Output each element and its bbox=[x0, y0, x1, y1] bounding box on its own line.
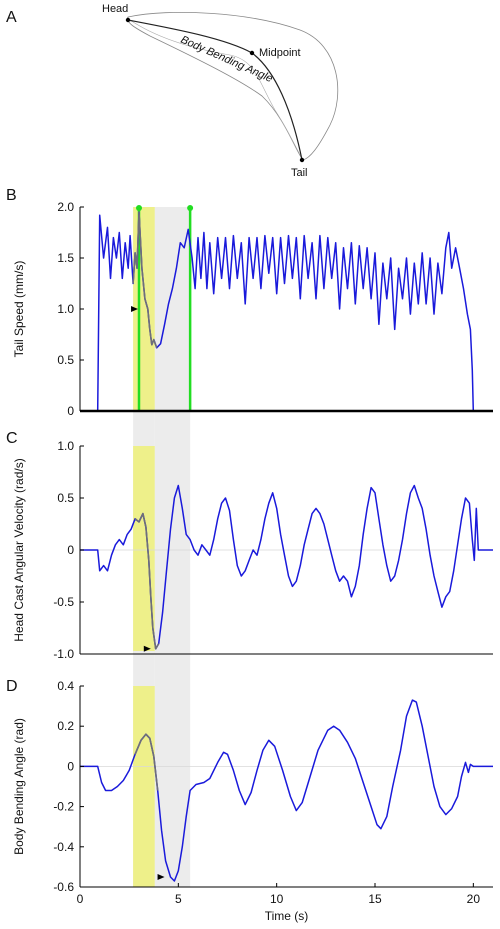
arrowhead-c-1 bbox=[143, 645, 151, 652]
midpoint-label: Midpoint bbox=[259, 47, 301, 59]
y-tick-label-d: -0.6 bbox=[53, 880, 74, 894]
gray-band-b bbox=[154, 207, 191, 411]
larva-schematic: Head Midpoint Tail Body Bending Angle bbox=[102, 3, 339, 179]
gray-band-c bbox=[154, 411, 191, 654]
larva-midline bbox=[127, 19, 303, 161]
arrowhead-d-1 bbox=[157, 873, 165, 880]
tail-label: Tail bbox=[291, 167, 308, 179]
x-tick-label-d: 5 bbox=[175, 892, 182, 906]
y-tick-label-c: 1.0 bbox=[57, 439, 74, 453]
green-marker-dot-1 bbox=[136, 205, 142, 211]
larva-outline bbox=[127, 11, 339, 161]
y-axis-label-d: Body Bending Angle (rad) bbox=[12, 718, 26, 855]
y-tick-label-c: -1.0 bbox=[53, 647, 74, 661]
panel-letter-b: B bbox=[6, 187, 17, 204]
tail-point bbox=[299, 157, 305, 163]
yellow-band-d bbox=[133, 686, 155, 887]
series-highlight-b bbox=[132, 211, 158, 349]
green-marker-dot-2 bbox=[187, 205, 194, 211]
x-axis-label-d: Time (s) bbox=[265, 909, 309, 923]
panel-letter-d: D bbox=[6, 678, 18, 695]
y-tick-label-b: 0 bbox=[67, 404, 74, 418]
gray-band-d bbox=[154, 651, 191, 887]
x-tick-label-d: 20 bbox=[467, 892, 481, 906]
series-highlight-d bbox=[134, 733, 159, 791]
head-point bbox=[125, 17, 131, 23]
midpoint-point bbox=[249, 50, 255, 56]
y-tick-label-c: 0 bbox=[67, 543, 74, 557]
y-tick-label-b: 0.5 bbox=[57, 353, 74, 367]
series-lines bbox=[80, 211, 493, 882]
arrowheads bbox=[131, 306, 165, 880]
axes: 0 0.5 1.0 1.5 2.0 Tail Speed (mm/s) -1.0 -0.5 0 0… bbox=[12, 200, 493, 923]
y-tick-label-b: 1.0 bbox=[57, 302, 74, 316]
x-tick-label-d: 10 bbox=[270, 892, 284, 906]
y-tick-label-c: -0.5 bbox=[53, 595, 74, 609]
zero-lines bbox=[80, 549, 493, 767]
y-axis-label-b: Tail Speed (mm/s) bbox=[12, 261, 26, 358]
head-label: Head bbox=[102, 3, 128, 15]
shaded-bands bbox=[133, 207, 191, 887]
x-tick-label-d: 0 bbox=[77, 892, 84, 906]
panel-letter-c: C bbox=[6, 430, 18, 447]
y-tick-label-c: 0.5 bbox=[57, 491, 74, 505]
arrowhead-b-1 bbox=[131, 306, 139, 312]
panel-letter-a: A bbox=[6, 9, 17, 26]
series-highlight-c bbox=[134, 512, 160, 650]
y-tick-label-d: -0.4 bbox=[53, 840, 74, 854]
y-tick-label-d: 0.2 bbox=[57, 719, 74, 733]
y-tick-label-b: 1.5 bbox=[57, 251, 74, 265]
y-axis-label-c: Head Cast Angular Velocity (rad/s) bbox=[12, 458, 26, 641]
y-tick-label-d: 0 bbox=[67, 759, 74, 773]
x-tick-label-d: 15 bbox=[368, 892, 382, 906]
y-tick-label-b: 2.0 bbox=[57, 200, 74, 214]
y-tick-label-d: 0.4 bbox=[57, 679, 74, 693]
y-tick-label-d: -0.2 bbox=[53, 800, 74, 814]
larva-inner-outline bbox=[129, 19, 304, 161]
